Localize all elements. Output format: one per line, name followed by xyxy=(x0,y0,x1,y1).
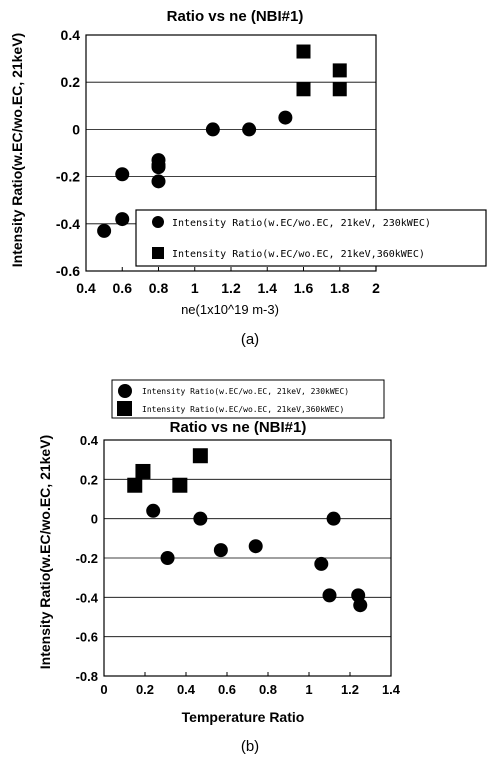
chart-b-y-tick-label: -0.4 xyxy=(76,590,99,605)
chart-a-point-230kw xyxy=(205,122,220,137)
chart-a-point-360kw xyxy=(296,44,311,59)
chart-a-point-230kw xyxy=(97,223,112,238)
chart-b-y-tick-label: -0.8 xyxy=(76,669,98,684)
chart-b-y-tick-label: 0 xyxy=(91,512,98,527)
chart-a-y-tick-label: -0.6 xyxy=(56,263,80,279)
chart-a-x-tick-label: 1.8 xyxy=(330,280,350,296)
chart-b-y-tick-label: 0.4 xyxy=(80,433,99,448)
chart-b-point-230kw xyxy=(193,511,208,526)
chart-a-x-tick-label: 2 xyxy=(372,280,380,296)
chart-b-point-360kw xyxy=(172,477,188,493)
chart-a-gridlines xyxy=(86,81,376,225)
chart-b-y-tick-label: -0.6 xyxy=(76,630,98,645)
chart-b-x-tick-label: 1.4 xyxy=(382,682,401,697)
chart-a-x-tick-label: 0.4 xyxy=(76,280,96,296)
chart-a-y-tick-label: 0.2 xyxy=(61,74,81,90)
chart-b-point-360kw xyxy=(127,477,143,493)
chart-a-legend-label-2: Intensity Ratio(w.EC/wo.EC, 21keV,360kWE… xyxy=(172,249,425,260)
chart-b-x-tick-label: 1 xyxy=(305,682,312,697)
chart-a-x-tick-label: 1.6 xyxy=(294,280,314,296)
chart-a-point-230kw xyxy=(151,160,166,175)
chart-b-x-tick-label: 0.2 xyxy=(136,682,154,697)
chart-a-x-tick-label: 0.6 xyxy=(113,280,133,296)
chart-b-point-230kw xyxy=(248,539,263,554)
chart-a-point-230kw xyxy=(278,110,293,125)
chart-b-point-230kw xyxy=(213,543,228,558)
chart-b-caption: (b) xyxy=(241,738,259,755)
chart-b-legend-marker-circle xyxy=(118,384,132,398)
chart-b-x-tick-label: 0.6 xyxy=(218,682,236,697)
chart-b-x-ticks: 0 0.2 0.4 0.6 0.8 1 1.2 1.4 xyxy=(100,672,401,697)
chart-a-y-tick-label: 0 xyxy=(72,121,80,137)
chart-a-point-230kw xyxy=(242,122,257,137)
chart-a-point-230kw xyxy=(115,167,130,182)
chart-b-points xyxy=(127,448,368,613)
chart-b-point-230kw xyxy=(326,511,341,526)
panel-a: Ratio vs ne (NBI#1) Intensity Ratio(w.EC… xyxy=(9,8,487,348)
chart-b-ylabel: Intensity Ratio(w.EC/wo.EC, 21keV) xyxy=(37,435,53,669)
chart-a-ylabel: Intensity Ratio(w.EC/wo.EC, 21keV) xyxy=(9,33,25,267)
chart-a-x-tick-label: 1 xyxy=(191,280,199,296)
chart-a-y-tick-label: -0.2 xyxy=(56,169,80,185)
chart-a-points xyxy=(97,44,347,238)
chart-b-xlabel: Temperature Ratio xyxy=(182,709,305,725)
chart-b-y-ticks: -0.8 -0.6 -0.4 -0.2 0 0.2 0.4 xyxy=(76,433,99,684)
chart-b-legend-box xyxy=(111,379,385,419)
chart-a-point-230kw xyxy=(151,174,166,189)
chart-b-legend-marker-square xyxy=(117,401,132,416)
chart-a-y-tick-label: -0.4 xyxy=(56,216,80,232)
chart-a-x-tick-label: 1.2 xyxy=(221,280,241,296)
chart-b-point-230kw xyxy=(322,588,337,603)
chart-b-point-360kw xyxy=(135,463,151,479)
chart-b-point-230kw xyxy=(146,503,161,518)
chart-a-legend-marker-square xyxy=(152,247,164,259)
chart-b-title: Ratio vs ne (NBI#1) xyxy=(170,419,307,436)
chart-a-point-360kw xyxy=(332,82,347,97)
chart-a-y-tick-label: 0.4 xyxy=(61,27,81,43)
chart-b-y-tick-label: -0.2 xyxy=(76,551,98,566)
chart-a-y-ticks: -0.6 -0.4 -0.2 0 0.2 0.4 xyxy=(56,27,80,279)
chart-a-x-ticks: 0.4 0.6 0.8 1 1.2 1.4 1.6 1.8 2 xyxy=(76,267,380,296)
chart-a-legend-box xyxy=(135,209,487,267)
chart-a-point-360kw xyxy=(332,63,347,78)
chart-a-legend-label-1: Intensity Ratio(w.EC/wo.EC, 21keV, 230kW… xyxy=(172,218,431,229)
chart-a-legend-marker-circle xyxy=(152,216,164,228)
chart-a-caption: (a) xyxy=(241,331,259,348)
chart-b-legend-label-2: Intensity Ratio(w.EC/wo.EC, 21keV,360kWE… xyxy=(142,405,344,414)
chart-a-xlabel: ne(1x10^19 m-3) xyxy=(181,302,279,317)
chart-a-legend: Intensity Ratio(w.EC/wo.EC, 21keV, 230kW… xyxy=(135,209,487,267)
chart-b-point-360kw xyxy=(192,448,208,464)
chart-b-plot-frame xyxy=(103,439,392,677)
chart-a-x-tick-label: 1.4 xyxy=(258,280,278,296)
chart-b-legend: Intensity Ratio(w.EC/wo.EC, 21keV, 230kW… xyxy=(111,379,385,419)
chart-a-point-360kw xyxy=(296,82,311,97)
chart-a-title: Ratio vs ne (NBI#1) xyxy=(167,8,304,25)
chart-a-point-230kw xyxy=(115,212,130,227)
chart-b-point-230kw xyxy=(314,556,329,571)
chart-b-legend-label-1: Intensity Ratio(w.EC/wo.EC, 21keV, 230kW… xyxy=(142,387,349,396)
chart-b-gridlines xyxy=(104,478,391,638)
panel-b: Intensity Ratio(w.EC/wo.EC, 21keV, 230kW… xyxy=(37,379,401,755)
chart-a-x-tick-label: 0.8 xyxy=(149,280,169,296)
chart-b-x-tick-label: 1.2 xyxy=(341,682,359,697)
chart-b-point-230kw xyxy=(353,598,368,613)
chart-b-x-tick-label: 0 xyxy=(100,682,107,697)
chart-b-point-230kw xyxy=(160,551,175,565)
chart-b-x-tick-label: 0.8 xyxy=(259,682,277,697)
chart-b-y-tick-label: 0.2 xyxy=(80,472,98,487)
chart-b-x-tick-label: 0.4 xyxy=(177,682,196,697)
